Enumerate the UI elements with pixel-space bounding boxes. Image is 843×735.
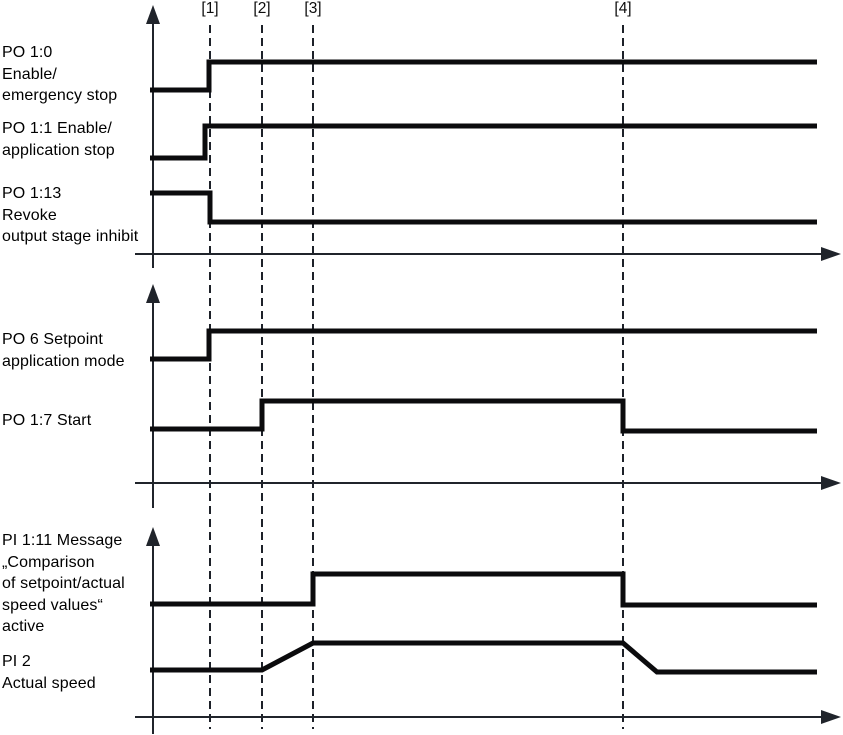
- marker-label-3: [3]: [304, 0, 322, 17]
- marker-label-1: [1]: [201, 0, 219, 17]
- label-pi-1-11: PI 1:11 Message „Comparison of setpoint/…: [2, 532, 125, 635]
- label-po-1-7: PO 1:7 Start: [2, 412, 92, 429]
- label-po-1-1: PO 1:1 Enable/ application stop: [2, 120, 115, 159]
- label-po-1-0: PO 1:0 Enable/ emergency stop: [2, 44, 118, 104]
- label-pi-2: PI 2 Actual speed: [2, 653, 96, 692]
- marker-label-4: [4]: [614, 0, 632, 17]
- label-po-1-13: PO 1:13 Revoke output stage inhibit: [2, 185, 139, 245]
- label-po-6: PO 6 Setpoint application mode: [2, 331, 125, 370]
- marker-label-2: [2]: [253, 0, 271, 17]
